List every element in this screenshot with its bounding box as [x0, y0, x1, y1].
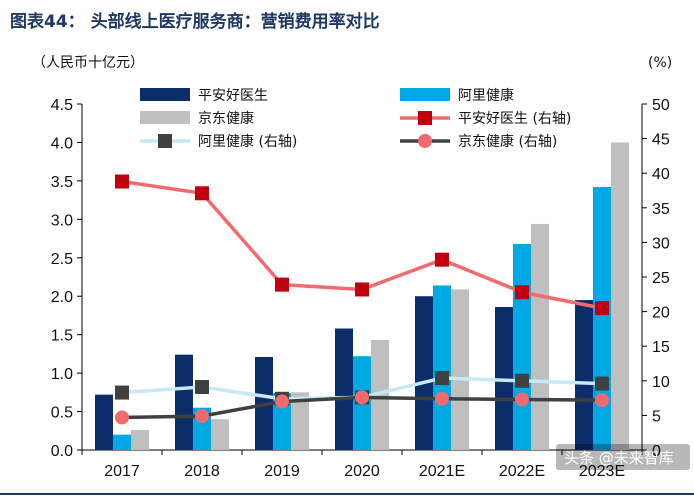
line-1-point-2022E [515, 285, 529, 300]
bar-3-2023E [611, 142, 629, 450]
line-3-point-2023E [595, 393, 609, 408]
legend-swatch-3 [140, 111, 190, 124]
line-series [115, 174, 609, 425]
line-3-point-2021E [435, 391, 449, 406]
right-tick-label: 25 [652, 270, 670, 287]
line-1-point-2017 [115, 174, 129, 189]
bar-3-2019 [291, 392, 309, 450]
x-tick-label: 2021E [419, 463, 465, 480]
right-tick-label: 20 [652, 305, 670, 322]
left-axis-unit: （人民币十亿元） [32, 55, 144, 71]
legend-label-1: 平安好医生 [198, 88, 268, 104]
left-tick-label: 2.0 [51, 289, 73, 306]
x-tick-label: 2022E [499, 463, 545, 480]
x-tick-label: 2020 [344, 463, 380, 480]
right-tick-label: 50 [652, 97, 670, 114]
left-tick-label: 3.5 [51, 174, 73, 191]
line-1-point-2020 [355, 282, 369, 297]
bar-1-2017 [95, 394, 113, 450]
legend-label-5: 阿里健康 (右轴) [198, 133, 297, 150]
watermark: 头条 @未来智库 [556, 444, 690, 470]
line-3-point-2020 [355, 390, 369, 405]
line-1-point-2021E [435, 252, 449, 267]
bar-2-2023E [593, 187, 611, 451]
right-tick-label: 0 [652, 443, 661, 460]
left-tick-label: 4.0 [51, 135, 73, 152]
left-tick-label: 3.0 [51, 212, 73, 229]
legend-marker-5 [158, 134, 172, 148]
line-3-point-2017 [115, 410, 129, 425]
legend-label-4: 平安好医生 (右轴) [458, 111, 571, 127]
bar-3-2017 [131, 430, 149, 450]
bar-3-2020 [371, 340, 389, 450]
bar-2-2017 [113, 434, 131, 450]
line-2-point-2017 [115, 385, 129, 400]
legend-swatch-1 [140, 88, 190, 101]
bar-2-2022E [513, 243, 531, 450]
right-tick-label: 35 [652, 201, 670, 218]
x-tick-label: 2023E [579, 463, 625, 480]
legend-marker-4 [418, 111, 432, 125]
line-1-point-2023E [595, 301, 609, 316]
right-tick-label: 40 [652, 166, 670, 183]
legend-marker-6 [418, 134, 432, 148]
left-tick-label: 4.5 [51, 97, 73, 114]
line-1-point-2019 [275, 277, 289, 292]
watermark-bg [556, 444, 690, 470]
x-tick-label: 2018 [184, 463, 220, 480]
legend-label-6: 京东健康 (右轴) [458, 133, 557, 150]
chart-title: 图表44： 头部线上医疗服务商：营销费用率对比 [10, 11, 380, 32]
legend-swatch-2 [400, 88, 450, 101]
bar-3-2022E [531, 223, 549, 450]
x-tick-label: 2019 [264, 463, 300, 480]
right-tick-label: 5 [652, 408, 661, 425]
right-tick-label: 15 [652, 339, 670, 356]
bar-2-2019 [273, 393, 291, 450]
watermark-text: 头条 @未来智库 [564, 449, 674, 467]
x-tick-label: 2017 [104, 463, 140, 480]
bar-1-2020 [335, 328, 353, 450]
bar-series [95, 142, 629, 451]
left-tick-label: 0.0 [51, 443, 73, 460]
bar-1-2023E [575, 300, 593, 450]
bar-3-2018 [211, 419, 229, 450]
right-tick-label: 30 [652, 235, 670, 252]
right-tick-label: 10 [652, 374, 670, 391]
line-2-point-2023E [595, 376, 609, 391]
line-2-point-2018 [195, 380, 209, 395]
left-tick-label: 1.0 [51, 366, 73, 383]
right-axis-unit: (%) [648, 55, 672, 71]
line-2-point-2022E [515, 373, 529, 388]
legend-label-2: 阿里健康 [458, 87, 514, 104]
axes: 0.0 0.5 1.0 1.5 2.0 2.5 3.0 3.5 4.0 4.5 0 5 10 15 20 25… [51, 97, 670, 480]
line-2-point-2021E [435, 371, 449, 386]
line-3-point-2019 [275, 394, 289, 409]
line-3-point-2018 [195, 409, 209, 424]
left-tick-label: 0.5 [51, 405, 73, 422]
bar-3-2021E [451, 289, 469, 450]
line-1-point-2018 [195, 186, 209, 201]
left-tick-label: 1.5 [51, 328, 73, 345]
line-3-point-2022E [515, 392, 529, 407]
bar-1-2021E [415, 296, 433, 450]
bar-1-2018 [175, 354, 193, 450]
right-tick-label: 45 [652, 132, 670, 149]
legend-label-3: 京东健康 [198, 110, 254, 127]
left-tick-label: 2.5 [51, 251, 73, 268]
bar-2-2021E [433, 285, 451, 450]
